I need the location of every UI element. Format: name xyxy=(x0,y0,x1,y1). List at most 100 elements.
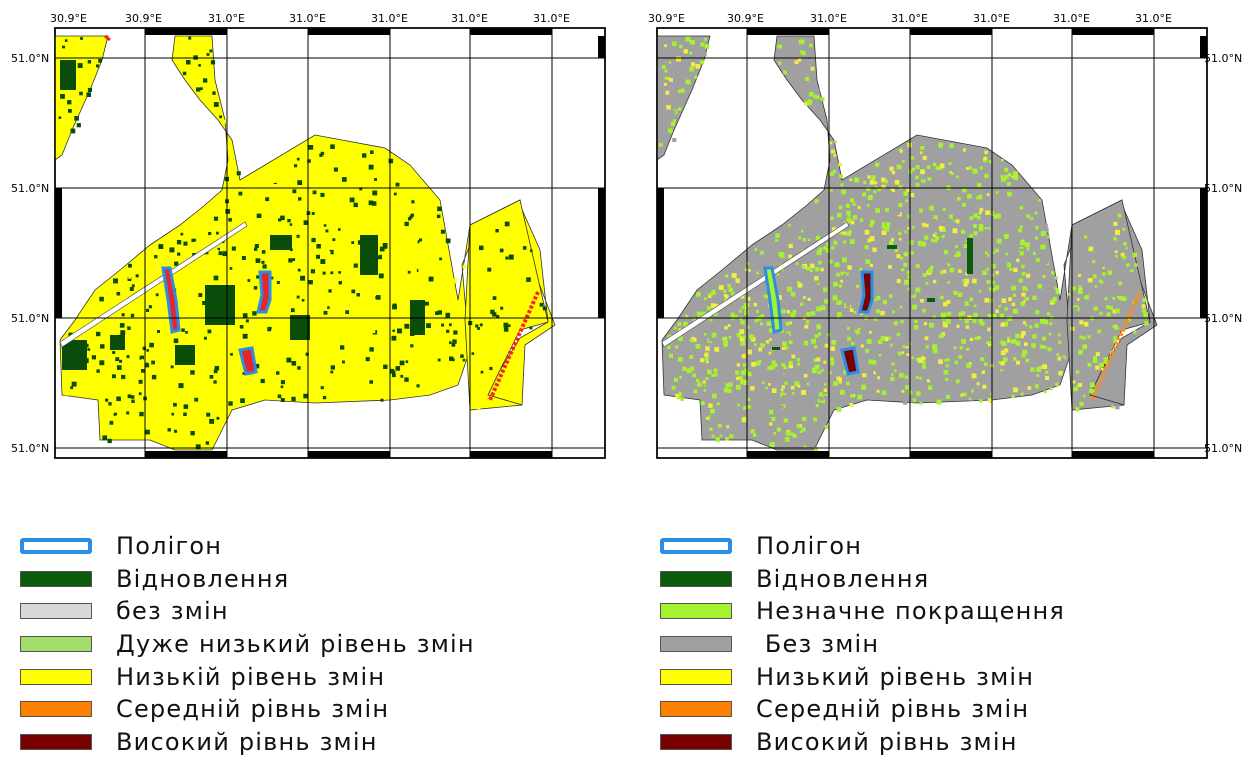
change-pixel xyxy=(225,209,231,214)
change-pixel xyxy=(742,335,746,339)
lon-labels: 30.9°E 30.9°E 31.0°E 31.0°E 31.0°E 31.0°… xyxy=(50,12,570,25)
change-pixel xyxy=(1087,335,1091,339)
change-pixel xyxy=(678,336,683,341)
change-pixel xyxy=(925,223,929,228)
change-pixel xyxy=(238,191,243,196)
change-pixel xyxy=(222,251,228,257)
change-pixel xyxy=(445,312,451,318)
change-pixel xyxy=(818,392,823,397)
change-pixel xyxy=(743,380,748,385)
change-pixel xyxy=(124,296,128,300)
change-pixel xyxy=(1000,175,1004,179)
change-pixel xyxy=(808,100,813,104)
change-pixel xyxy=(773,363,778,368)
change-pixel xyxy=(713,368,718,373)
change-pixel xyxy=(955,219,960,224)
change-pixel xyxy=(836,406,842,412)
change-pixel xyxy=(113,278,118,284)
change-pixel xyxy=(739,329,745,334)
change-pixel xyxy=(290,308,295,313)
change-pixel xyxy=(867,195,873,200)
change-pixel xyxy=(899,305,903,309)
change-pixel xyxy=(815,89,820,94)
change-pixel xyxy=(675,393,680,398)
change-pixel xyxy=(64,105,69,109)
change-pixel xyxy=(131,399,135,403)
change-pixel xyxy=(830,361,835,366)
change-pixel xyxy=(937,150,942,155)
change-pixel xyxy=(308,145,314,150)
change-pixel xyxy=(700,60,705,65)
change-pixel xyxy=(700,42,705,47)
change-pixel xyxy=(741,417,747,423)
change-pixel xyxy=(927,177,932,181)
change-pixel xyxy=(245,319,249,323)
change-pixel xyxy=(873,317,878,321)
legend-item: без змін xyxy=(20,595,475,628)
change-pixel xyxy=(98,58,102,63)
lat-label: 51.0°N xyxy=(1204,52,1242,65)
change-pixel xyxy=(1001,298,1007,303)
change-pixel xyxy=(978,226,984,232)
change-pixel xyxy=(995,248,999,253)
change-pixel xyxy=(939,344,943,349)
change-pixel xyxy=(876,295,881,300)
change-pixel xyxy=(957,196,961,201)
change-pixel xyxy=(695,343,701,349)
change-pixel xyxy=(751,371,755,375)
change-pixel xyxy=(833,240,838,245)
change-pixel xyxy=(477,327,480,330)
change-pixel xyxy=(452,339,457,344)
change-pixel xyxy=(322,395,327,400)
change-pixel xyxy=(747,349,752,355)
change-pixel xyxy=(79,91,83,96)
change-pixel xyxy=(301,200,305,205)
change-pixel xyxy=(936,249,940,253)
legend-label: Середній рівнь змін xyxy=(116,695,390,724)
change-pixel xyxy=(921,379,924,382)
change-pixel xyxy=(852,294,856,298)
lat-label: 51.0°N xyxy=(1204,442,1242,455)
change-pixel xyxy=(846,210,851,216)
change-pixel xyxy=(994,168,1000,173)
change-pixel xyxy=(328,289,332,293)
change-pixel xyxy=(116,396,121,402)
change-pixel xyxy=(360,190,365,195)
map-left: 30.9°E 30.9°E 31.0°E 31.0°E 31.0°E 31.0°… xyxy=(0,0,620,470)
change-pixel xyxy=(953,290,958,295)
change-pixel xyxy=(934,239,938,243)
change-pixel xyxy=(374,178,377,181)
change-pixel xyxy=(333,167,338,172)
change-pixel xyxy=(676,56,681,62)
change-pixel xyxy=(823,383,827,386)
change-pixel xyxy=(881,390,887,395)
change-pixel xyxy=(372,190,378,196)
change-pixel xyxy=(437,358,441,362)
change-pixel xyxy=(736,284,741,289)
change-pixel xyxy=(1113,336,1117,340)
change-pixel xyxy=(811,351,816,356)
change-pixel xyxy=(788,422,791,426)
change-pixel xyxy=(816,324,822,330)
change-pixel xyxy=(763,294,768,299)
change-pixel xyxy=(934,265,939,271)
change-pixel xyxy=(198,293,203,297)
change-pixel xyxy=(151,426,156,432)
change-pixel xyxy=(288,258,293,263)
change-pixel xyxy=(190,431,195,436)
change-pixel xyxy=(292,258,296,261)
change-pixel xyxy=(734,315,738,319)
change-pixel xyxy=(194,413,198,417)
legend-swatch xyxy=(20,636,92,653)
change-pixel xyxy=(915,254,919,258)
change-pixel xyxy=(1036,367,1041,372)
change-pixel xyxy=(128,263,132,268)
change-pixel xyxy=(112,374,116,379)
legend-swatch xyxy=(20,603,92,620)
change-mark xyxy=(104,34,111,42)
change-pixel xyxy=(987,327,992,332)
change-pixel xyxy=(260,378,265,384)
change-pixel xyxy=(1015,333,1020,339)
change-pixel xyxy=(837,312,842,317)
change-pixel xyxy=(958,355,963,359)
